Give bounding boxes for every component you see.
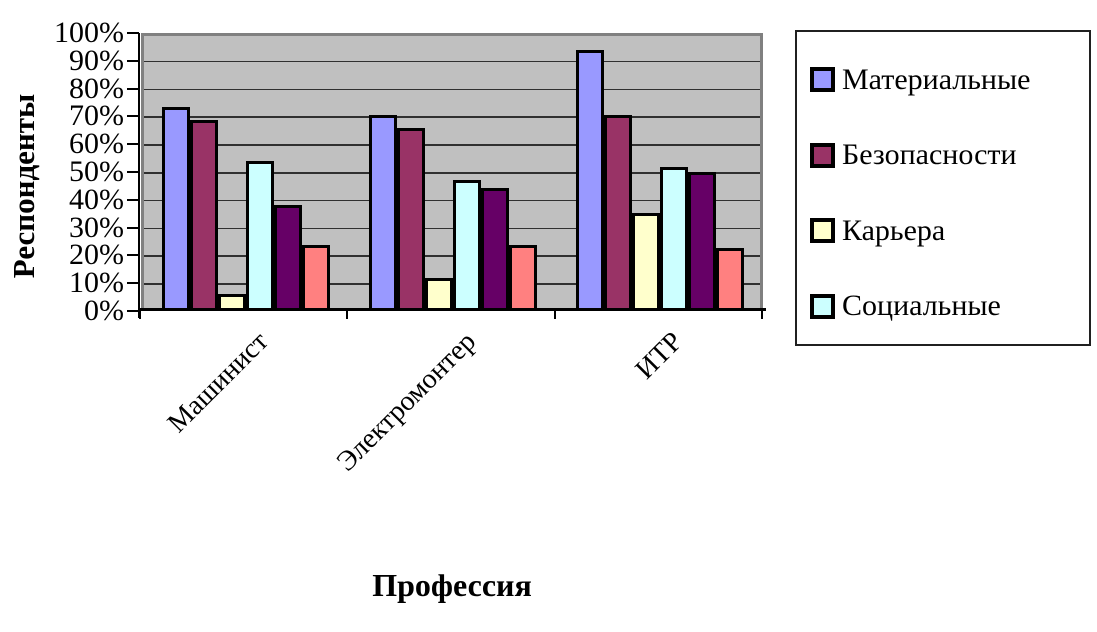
gridline xyxy=(144,255,760,257)
y-tick-label: 100% xyxy=(54,16,124,49)
y-tick-label: 50% xyxy=(69,155,124,188)
y-tick-mark xyxy=(127,226,139,229)
y-tick-label: 80% xyxy=(69,71,124,105)
legend-item-Материальные: Материальные xyxy=(797,42,1089,118)
x-tick-mark xyxy=(761,311,763,319)
category-label-Электромонтер: Электромонтер xyxy=(330,326,482,478)
legend-label: Социальные xyxy=(842,289,1001,323)
bar-series5-Электромонтер xyxy=(480,188,509,308)
y-tick-mark xyxy=(127,59,139,62)
legend-item-Карьера: Карьера xyxy=(797,193,1089,269)
gridline xyxy=(144,227,760,230)
bar-Социальные-Машинист xyxy=(245,161,274,308)
bar-series5-ИТР xyxy=(688,172,717,308)
y-tick-mark xyxy=(127,87,139,90)
bar-Материальные-ИТР xyxy=(576,50,605,308)
category-label-Машинист: Машинист xyxy=(161,326,275,439)
bar-series5-Машинист xyxy=(273,205,302,308)
y-tick-mark xyxy=(127,282,139,285)
y-tick-mark xyxy=(127,171,139,173)
gridline xyxy=(144,60,760,63)
gridline xyxy=(144,88,760,91)
bar-Материальные-Машинист xyxy=(161,107,190,308)
bar-Карьера-Электромонтер xyxy=(424,278,453,308)
legend-swatch-icon xyxy=(810,218,835,244)
y-tick-mark xyxy=(127,32,139,34)
x-axis-title: Профессия xyxy=(372,567,532,603)
legend: Материальные Безопасности Карьера Социальны… xyxy=(795,30,1091,346)
y-tick-label: 20% xyxy=(69,238,124,272)
y-tick-mark xyxy=(127,198,139,201)
gridline xyxy=(144,199,760,202)
y-tick-label: 10% xyxy=(69,266,124,300)
x-tick-mark xyxy=(346,311,349,319)
gridline xyxy=(144,144,760,146)
y-tick-label: 60% xyxy=(69,127,124,161)
x-axis-line xyxy=(138,308,766,311)
bar-series6-Электромонтер xyxy=(508,245,537,308)
gridline xyxy=(144,116,760,118)
bar-Карьера-Машинист xyxy=(217,294,246,308)
y-tick-label: 0% xyxy=(84,294,124,327)
bar-Безопасности-Машинист xyxy=(189,120,218,308)
y-tick-mark xyxy=(127,115,139,118)
bar-Карьера-ИТР xyxy=(632,213,661,308)
bar-Социальные-Электромонтер xyxy=(452,180,481,308)
y-tick-mark xyxy=(127,310,139,312)
legend-label: Карьера xyxy=(842,213,946,247)
bar-series6-ИТР xyxy=(716,248,745,308)
y-tick-mark xyxy=(127,143,139,146)
legend-swatch-icon xyxy=(810,142,835,168)
y-tick-label: 70% xyxy=(69,99,124,133)
legend-label: Материальные xyxy=(842,62,1031,96)
bar-Безопасности-Электромонтер xyxy=(396,128,425,308)
y-tick-label: 90% xyxy=(69,43,124,77)
y-tick-label: 30% xyxy=(69,210,124,244)
legend-item-Социальные: Социальные xyxy=(797,269,1089,345)
legend-swatch-icon xyxy=(810,67,835,93)
bar-Безопасности-ИТР xyxy=(604,115,633,308)
y-axis-line xyxy=(138,33,140,318)
legend-label: Безопасности xyxy=(842,138,1017,172)
bar-Материальные-Электромонтер xyxy=(368,115,397,308)
y-tick-mark xyxy=(127,254,139,257)
x-tick-mark xyxy=(553,311,556,319)
y-tick-label: 40% xyxy=(69,182,124,216)
category-label-ИТР: ИТР xyxy=(629,326,690,386)
bar-Социальные-ИТР xyxy=(660,167,689,308)
x-tick-mark xyxy=(139,311,141,319)
legend-swatch-icon xyxy=(810,293,835,319)
gridline xyxy=(144,172,760,174)
plot-area xyxy=(141,33,763,311)
bar-series6-Машинист xyxy=(301,245,330,308)
legend-item-Безопасности: Безопасности xyxy=(797,118,1089,194)
